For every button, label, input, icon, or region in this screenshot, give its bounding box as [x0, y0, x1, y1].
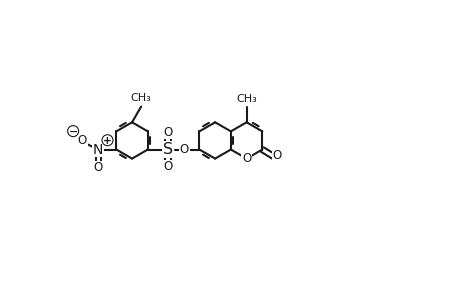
- Text: −: −: [69, 127, 78, 137]
- Text: O: O: [93, 161, 103, 174]
- Text: CH₃: CH₃: [236, 94, 257, 104]
- Text: CH₃: CH₃: [130, 93, 151, 103]
- Text: O: O: [163, 160, 172, 173]
- Text: O: O: [179, 143, 189, 156]
- Text: O: O: [241, 152, 251, 165]
- Text: O: O: [163, 126, 172, 139]
- Text: O: O: [78, 134, 87, 147]
- Text: N: N: [93, 142, 103, 157]
- Text: +: +: [102, 136, 111, 146]
- Text: O: O: [272, 149, 281, 162]
- Text: S: S: [162, 142, 173, 157]
